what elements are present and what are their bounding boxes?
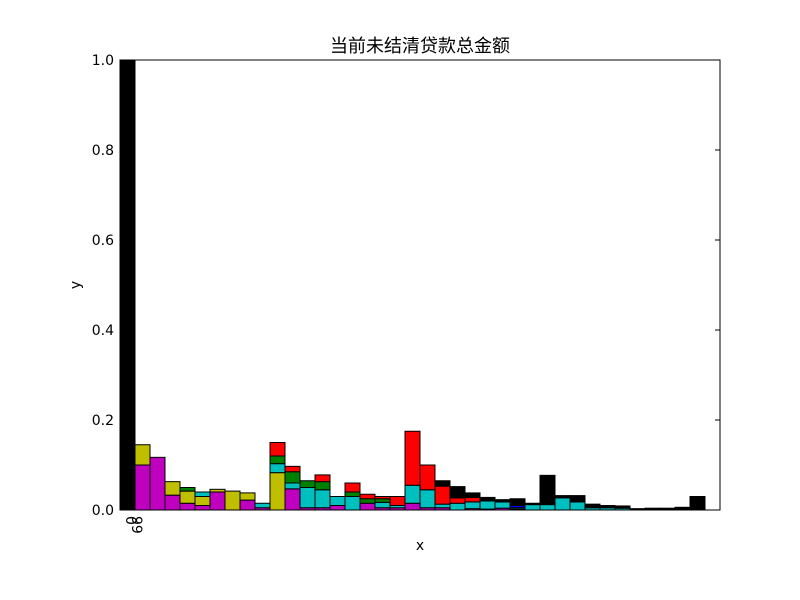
bar-s4-bin-13 [314, 481, 331, 491]
ticks-group: 0.0 0.2 0.4 0.6 0.8 1.0 099 [92, 53, 720, 534]
bar-s4-bin-16 [359, 498, 376, 504]
bar-s1-bin-2 [149, 456, 166, 511]
bars-group [119, 59, 706, 511]
bar-s3-bin-10 [269, 463, 286, 474]
bar-s2-bin-1 [134, 444, 151, 466]
y-tick-label-0: 0.0 [92, 503, 114, 519]
bar-s7-bin-29 [554, 495, 571, 499]
bar-s3-bin-12 [299, 487, 316, 509]
bar-s5-bin-22 [449, 497, 466, 504]
bar-s7-bin-23 [464, 492, 481, 498]
bar-s4-bin-12 [299, 480, 316, 488]
bar-s7-bin-25 [494, 499, 511, 503]
bar-s1-bin-11 [284, 488, 301, 511]
y-tick-label-5: 1.0 [92, 53, 114, 69]
bar-s1-bin-19 [404, 502, 421, 511]
bar-s3-bin-13 [314, 489, 331, 509]
bar-s3-bin-29 [554, 497, 571, 511]
bar-s3-bin-27 [524, 504, 541, 511]
x-axis-label: x [416, 538, 424, 554]
bar-s1-bin-8 [239, 499, 256, 511]
bar-s3-bin-11 [284, 482, 301, 490]
bar-s7-bin-32 [599, 505, 616, 509]
x-tick-label-1: 99 [128, 516, 144, 534]
bar-s5-bin-23 [464, 496, 481, 503]
bar-s1-bin-16 [359, 502, 376, 511]
chart-title: 当前未结清贷款总金额 [330, 36, 510, 57]
bar-s7-bin-30 [569, 495, 586, 503]
bar-s3-bin-23 [464, 501, 481, 510]
bar-s3-bin-15 [344, 496, 361, 511]
bar-s7-bin-38 [689, 496, 706, 511]
bar-s2-bin-3 [164, 481, 181, 496]
y-tick-label-1: 0.2 [92, 413, 114, 429]
y-tick-label-4: 0.8 [92, 143, 114, 159]
bar-s3-bin-14 [329, 496, 346, 506]
bar-s7-bin-26 [509, 498, 526, 506]
bar-s3-bin-28 [539, 504, 556, 511]
bar-s3-bin-25 [494, 501, 511, 509]
bar-s5-bin-11 [284, 465, 301, 473]
bar-s2-bin-4 [179, 490, 196, 504]
bar-s5-bin-17 [374, 496, 391, 500]
bar-s5-bin-13 [314, 474, 331, 483]
bar-s2-bin-7 [224, 490, 241, 511]
bar-s3-bin-30 [569, 501, 586, 511]
bar-s3-bin-9 [254, 502, 271, 509]
bar-s7-bin-22 [449, 486, 466, 499]
bar-s5-bin-15 [344, 482, 361, 493]
y-tick-label-3: 0.6 [92, 233, 114, 249]
plot-frame [119, 59, 721, 511]
x-tick-label-0: 0 [122, 516, 138, 525]
bar-s5-bin-18 [389, 496, 406, 506]
bar-s3-bin-19 [404, 484, 421, 504]
bar-s2-bin-10 [269, 472, 286, 511]
y-axis-label: y [68, 281, 84, 289]
bar-s1-bin-4 [179, 502, 196, 511]
bar-s3-bin-24 [479, 500, 496, 510]
bar-s3-bin-22 [449, 502, 466, 511]
bar-s5-bin-16 [359, 493, 376, 500]
bar-s3-bin-20 [419, 489, 436, 509]
bar-s7-bin-0 [119, 59, 136, 511]
bar-s1-bin-14 [329, 505, 346, 511]
bar-s5-bin-21 [434, 485, 451, 505]
bar-s7-bin-24 [479, 496, 496, 502]
bar-s4-bin-15 [344, 491, 361, 497]
bar-s2-bin-6 [209, 488, 226, 493]
bar-s2-bin-5 [194, 496, 211, 506]
bar-s1-bin-5 [194, 505, 211, 511]
bar-s4-bin-10 [269, 455, 286, 465]
bar-s4-bin-4 [179, 487, 196, 492]
bar-s1-bin-1 [134, 464, 151, 511]
bar-s3-bin-21 [434, 503, 451, 509]
bar-s4-bin-17 [374, 498, 391, 503]
bar-s5-bin-19 [404, 430, 421, 486]
bar-s2-bin-8 [239, 492, 256, 501]
bar-s7-bin-31 [584, 503, 601, 509]
bar-s7-bin-27 [524, 502, 541, 506]
bar-s3-bin-17 [374, 501, 391, 509]
y-tick-label-2: 0.4 [92, 323, 114, 339]
bar-s1-bin-3 [164, 494, 181, 511]
bar-s3-bin-5 [194, 491, 211, 497]
bar-s7-bin-33 [614, 505, 631, 509]
bar-s7-bin-21 [434, 480, 451, 487]
bar-s5-bin-20 [419, 464, 436, 491]
bar-s4-bin-11 [284, 471, 301, 484]
bar-s5-bin-10 [269, 442, 286, 457]
bar-s1-bin-6 [209, 491, 226, 511]
bar-s7-bin-28 [539, 474, 556, 506]
